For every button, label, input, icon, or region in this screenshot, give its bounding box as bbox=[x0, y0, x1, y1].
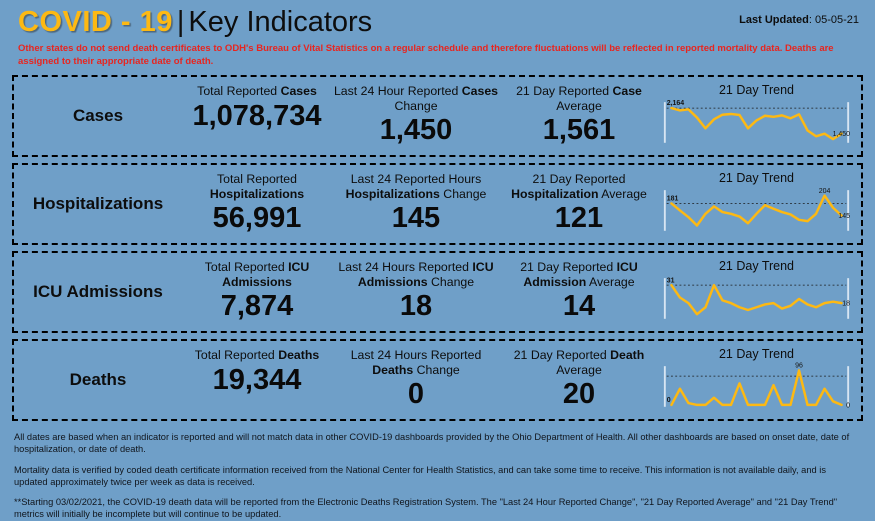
spark-end-label: 0 bbox=[846, 402, 850, 409]
row-label-icu-admissions: ICU Admissions bbox=[33, 282, 163, 302]
footer-note-dates: All dates are based when an indicator is… bbox=[14, 432, 850, 455]
sparkline: 0 96 0 bbox=[663, 363, 850, 409]
last-updated-separator: : bbox=[808, 14, 815, 26]
spark-end-label: 145 bbox=[838, 213, 850, 220]
metric-header: Last 24 Hours Reported Deaths Change bbox=[350, 348, 482, 377]
metric-header: 21 Day Reported Case Average bbox=[516, 84, 642, 113]
metric-header: Total Reported Hospitalizations bbox=[209, 172, 305, 201]
title-key-indicators: Key Indicators bbox=[188, 6, 373, 38]
page-title: COVID - 19 | Key Indicators bbox=[18, 6, 372, 39]
metric-header: Total Reported ICU Admissions bbox=[204, 260, 310, 289]
metric-header: Last 24 Reported Hours Hospitalizations … bbox=[345, 172, 487, 201]
last-updated-label: Last Updated bbox=[739, 14, 809, 26]
metric-cell: Last 24 Reported Hours Hospitalizations … bbox=[332, 165, 500, 234]
row-label-hospitalizations: Hospitalizations bbox=[32, 194, 164, 214]
footer-note-mortality: Mortality data is verified by coded deat… bbox=[14, 464, 826, 487]
trend-title: 21 Day Trend bbox=[718, 259, 795, 274]
header: COVID - 19 | Key Indicators Last Updated: … bbox=[0, 0, 875, 39]
metric-cell: Total Reported Deaths 19,344 bbox=[182, 341, 332, 396]
sparkline: 31 18 bbox=[663, 277, 850, 319]
metric-value: 145 bbox=[391, 202, 441, 235]
title-covid: COVID - 19 bbox=[18, 6, 173, 38]
metric-header: Last 24 Hour Reported Cases Change bbox=[333, 84, 499, 113]
metric-cell: Last 24 Hours Reported Deaths Change 0 bbox=[332, 341, 500, 410]
metric-cell: 21 Day Reported Hospitalization Average 1… bbox=[500, 165, 658, 234]
footer-notes: All dates are based when an indicator is… bbox=[0, 427, 875, 521]
trend-cell: 21 Day Trend 2,164 1,450 bbox=[658, 77, 861, 147]
mortality-disclaimer: Other states do not send death certifica… bbox=[18, 43, 834, 67]
metric-value: 7,874 bbox=[220, 290, 294, 323]
spark-end-label: 1,450 bbox=[833, 131, 851, 138]
indicator-rows: Cases Total Reported Cases 1,078,734 Last 2… bbox=[12, 75, 863, 422]
trend-cell: 21 Day Trend 181 204 145 bbox=[658, 165, 861, 235]
metric-cell: Last 24 Hour Reported Cases Change 1,450 bbox=[332, 77, 500, 146]
indicator-row-hospitalizations: Hospitalizations Total Reported Hospitali… bbox=[12, 163, 863, 246]
sparkline: 181 204 145 bbox=[663, 188, 850, 231]
metric-header: 21 Day Reported ICU Admission Average bbox=[520, 260, 638, 289]
title-separator: | bbox=[176, 6, 185, 38]
trend-title: 21 Day Trend bbox=[718, 171, 795, 186]
metric-cell: 21 Day Reported Case Average 1,561 bbox=[500, 77, 658, 146]
metric-header: Last 24 Hours Reported ICU Admissions Ch… bbox=[338, 260, 494, 289]
metric-value: 14 bbox=[562, 290, 596, 323]
metric-header: 21 Day Reported Death Average bbox=[513, 348, 645, 377]
metric-value: 20 bbox=[562, 378, 596, 411]
spark-start-label: 31 bbox=[667, 277, 675, 284]
metric-value: 0 bbox=[407, 378, 425, 411]
indicator-row-cases: Cases Total Reported Cases 1,078,734 Last 2… bbox=[12, 75, 863, 158]
metric-value: 56,991 bbox=[212, 202, 302, 235]
metric-header: Total Reported Cases bbox=[197, 84, 317, 99]
spark-start-label: 2,164 bbox=[667, 100, 685, 107]
trend-cell: 21 Day Trend 0 96 0 bbox=[658, 341, 861, 411]
metric-value: 19,344 bbox=[212, 363, 302, 396]
spark-peak-label: 204 bbox=[819, 188, 831, 195]
indicator-row-icu-admissions: ICU Admissions Total Reported ICU Admissi… bbox=[12, 251, 863, 334]
sparkline: 2,164 1,450 bbox=[663, 100, 851, 143]
metric-cell: 21 Day Reported ICU Admission Average 14 bbox=[500, 253, 658, 322]
metric-value: 1,078,734 bbox=[192, 99, 322, 132]
row-label-cases: Cases bbox=[72, 106, 124, 126]
spark-peak-label: 96 bbox=[795, 363, 803, 370]
metric-header: 21 Day Reported Hospitalization Average bbox=[511, 172, 647, 201]
metric-value: 1,450 bbox=[379, 114, 453, 147]
metric-value: 18 bbox=[399, 290, 433, 323]
spark-end-label: 18 bbox=[842, 300, 850, 307]
metric-value: 121 bbox=[554, 202, 604, 235]
last-updated: Last Updated: 05-05-21 bbox=[739, 14, 859, 26]
metric-header: Total Reported Deaths bbox=[194, 348, 320, 363]
last-updated-value: 05-05-21 bbox=[814, 14, 859, 26]
indicator-row-deaths: Deaths Total Reported Deaths 19,344 Last 24… bbox=[12, 339, 863, 422]
trend-cell: 21 Day Trend 31 18 bbox=[658, 253, 861, 323]
metric-cell: Total Reported Cases 1,078,734 bbox=[182, 77, 332, 132]
trend-title: 21 Day Trend bbox=[718, 347, 795, 362]
metric-value: 1,561 bbox=[542, 114, 616, 147]
metric-cell: Total Reported Hospitalizations 56,991 bbox=[182, 165, 332, 234]
metric-cell: Last 24 Hours Reported ICU Admissions Ch… bbox=[332, 253, 500, 322]
spark-start-label: 0 bbox=[667, 397, 671, 404]
trend-title: 21 Day Trend bbox=[718, 83, 795, 98]
row-label-deaths: Deaths bbox=[69, 370, 127, 390]
spark-start-label: 181 bbox=[667, 196, 679, 203]
metric-cell: 21 Day Reported Death Average 20 bbox=[500, 341, 658, 410]
metric-cell: Total Reported ICU Admissions 7,874 bbox=[182, 253, 332, 322]
